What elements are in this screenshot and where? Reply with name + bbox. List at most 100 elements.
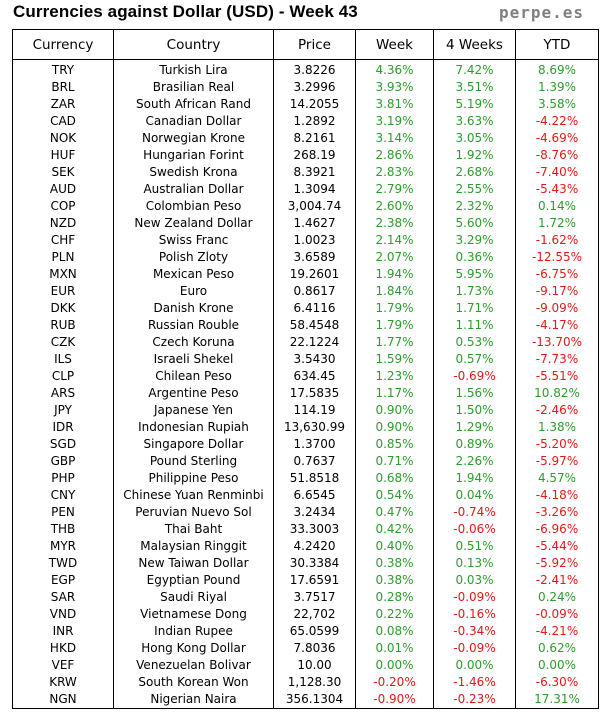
currency-code-cell: SGD bbox=[12, 436, 114, 453]
country-name-cell: Norwegian Krone bbox=[113, 130, 274, 147]
four-week-change-cell: 0.13% bbox=[433, 555, 516, 572]
country-name-cell: Singapore Dollar bbox=[113, 436, 274, 453]
week-change-cell: 2.60% bbox=[355, 198, 434, 215]
four-week-change-cell: -0.74% bbox=[433, 504, 516, 521]
price-cell: 6.4116 bbox=[273, 300, 356, 317]
four-week-change-cell: 3.05% bbox=[433, 130, 516, 147]
country-name-cell: Indian Rupee bbox=[113, 623, 274, 640]
ytd-change-cell: -6.75% bbox=[515, 266, 599, 283]
week-change-cell: 3.93% bbox=[355, 79, 434, 96]
currency-code-cell: CAD bbox=[12, 113, 114, 130]
price-cell: 268.19 bbox=[273, 147, 356, 164]
currency-table: Currency Country Price Week 4 Weeks YTD … bbox=[12, 29, 599, 709]
week-change-cell: -0.90% bbox=[355, 691, 434, 709]
ytd-change-cell: -5.20% bbox=[515, 436, 599, 453]
price-cell: 10.00 bbox=[273, 657, 356, 674]
table-row: COP Colombian Peso 3,004.74 2.60% 2.32% 0.14% bbox=[12, 198, 599, 215]
table-row: EGP Egyptian Pound 17.6591 0.38% 0.03% -2.41% bbox=[12, 572, 599, 589]
week-change-cell: 0.90% bbox=[355, 402, 434, 419]
table-row: KRW South Korean Won 1,128.30 -0.20% -1.46% -… bbox=[12, 674, 599, 691]
currency-code-cell: HUF bbox=[12, 147, 114, 164]
country-name-cell: Argentine Peso bbox=[113, 385, 274, 402]
ytd-change-cell: 8.69% bbox=[515, 59, 599, 79]
country-name-cell: South Korean Won bbox=[113, 674, 274, 691]
week-change-cell: 2.83% bbox=[355, 164, 434, 181]
country-name-cell: Philippine Peso bbox=[113, 470, 274, 487]
price-cell: 1.4627 bbox=[273, 215, 356, 232]
four-week-change-cell: 3.63% bbox=[433, 113, 516, 130]
price-cell: 14.2055 bbox=[273, 96, 356, 113]
four-week-change-cell: 1.11% bbox=[433, 317, 516, 334]
week-change-cell: 0.40% bbox=[355, 538, 434, 555]
ytd-change-cell: -8.76% bbox=[515, 147, 599, 164]
four-week-change-cell: 2.68% bbox=[433, 164, 516, 181]
price-cell: 65.0599 bbox=[273, 623, 356, 640]
week-change-cell: 0.85% bbox=[355, 436, 434, 453]
price-cell: 1.0023 bbox=[273, 232, 356, 249]
four-week-change-cell: -0.09% bbox=[433, 640, 516, 657]
country-name-cell: Venezuelan Bolivar bbox=[113, 657, 274, 674]
currency-code-cell: VND bbox=[12, 606, 114, 623]
ytd-change-cell: -9.17% bbox=[515, 283, 599, 300]
currency-code-cell: COP bbox=[12, 198, 114, 215]
price-cell: 6.6545 bbox=[273, 487, 356, 504]
price-cell: 22.1224 bbox=[273, 334, 356, 351]
price-cell: 3.2996 bbox=[273, 79, 356, 96]
ytd-change-cell: -6.30% bbox=[515, 674, 599, 691]
week-change-cell: 0.38% bbox=[355, 555, 434, 572]
price-cell: 3.6589 bbox=[273, 249, 356, 266]
table-row: DKK Danish Krone 6.4116 1.79% 1.71% -9.09% bbox=[12, 300, 599, 317]
country-name-cell: Turkish Lira bbox=[113, 59, 274, 79]
price-cell: 0.7637 bbox=[273, 453, 356, 470]
price-cell: 51.8518 bbox=[273, 470, 356, 487]
ytd-change-cell: 1.38% bbox=[515, 419, 599, 436]
week-change-cell: 1.79% bbox=[355, 300, 434, 317]
country-name-cell: Israeli Shekel bbox=[113, 351, 274, 368]
week-change-cell: 1.84% bbox=[355, 283, 434, 300]
column-header-week: Week bbox=[355, 29, 434, 60]
currency-code-cell: MYR bbox=[12, 538, 114, 555]
table-row: MYR Malaysian Ringgit 4.2420 0.40% 0.51% -5.4… bbox=[12, 538, 599, 555]
table-row: MXN Mexican Peso 19.2601 1.94% 5.95% -6.75% bbox=[12, 266, 599, 283]
country-name-cell: Nigerian Naira bbox=[113, 691, 274, 709]
four-week-change-cell: 2.32% bbox=[433, 198, 516, 215]
week-change-cell: 0.08% bbox=[355, 623, 434, 640]
ytd-change-cell: -6.96% bbox=[515, 521, 599, 538]
country-name-cell: South African Rand bbox=[113, 96, 274, 113]
table-row: SAR Saudi Riyal 3.7517 0.28% -0.09% 0.24% bbox=[12, 589, 599, 606]
week-change-cell: 1.94% bbox=[355, 266, 434, 283]
price-cell: 356.1304 bbox=[273, 691, 356, 709]
four-week-change-cell: 1.94% bbox=[433, 470, 516, 487]
four-week-change-cell: 5.95% bbox=[433, 266, 516, 283]
country-name-cell: Pound Sterling bbox=[113, 453, 274, 470]
week-change-cell: 0.42% bbox=[355, 521, 434, 538]
ytd-change-cell: 0.62% bbox=[515, 640, 599, 657]
table-row: HUF Hungarian Forint 268.19 2.86% 1.92% -8.76… bbox=[12, 147, 599, 164]
table-row: ILS Israeli Shekel 3.5430 1.59% 0.57% -7.73% bbox=[12, 351, 599, 368]
ytd-change-cell: 0.00% bbox=[515, 657, 599, 674]
four-week-change-cell: 7.42% bbox=[433, 59, 516, 79]
table-row: EUR Euro 0.8617 1.84% 1.73% -9.17% bbox=[12, 283, 599, 300]
country-name-cell: Czech Koruna bbox=[113, 334, 274, 351]
table-row: CNY Chinese Yuan Renminbi 6.6545 0.54% 0.04%… bbox=[12, 487, 599, 504]
currency-code-cell: CNY bbox=[12, 487, 114, 504]
four-week-change-cell: 1.56% bbox=[433, 385, 516, 402]
ytd-change-cell: -5.51% bbox=[515, 368, 599, 385]
week-change-cell: 3.14% bbox=[355, 130, 434, 147]
currency-code-cell: CHF bbox=[12, 232, 114, 249]
four-week-change-cell: 0.57% bbox=[433, 351, 516, 368]
table-row: NGN Nigerian Naira 356.1304 -0.90% -0.23% 17.… bbox=[12, 691, 599, 709]
four-week-change-cell: 5.19% bbox=[433, 96, 516, 113]
price-cell: 4.2420 bbox=[273, 538, 356, 555]
table-row: HKD Hong Kong Dollar 7.8036 0.01% -0.09% 0.62… bbox=[12, 640, 599, 657]
currency-code-cell: NZD bbox=[12, 215, 114, 232]
price-cell: 17.6591 bbox=[273, 572, 356, 589]
currency-code-cell: JPY bbox=[12, 402, 114, 419]
country-name-cell: Chinese Yuan Renminbi bbox=[113, 487, 274, 504]
price-cell: 22,702 bbox=[273, 606, 356, 623]
price-cell: 3.2434 bbox=[273, 504, 356, 521]
table-row: CLP Chilean Peso 634.45 1.23% -0.69% -5.51% bbox=[12, 368, 599, 385]
brand-logo-text: perpe.es bbox=[498, 3, 584, 22]
week-change-cell: 0.54% bbox=[355, 487, 434, 504]
four-week-change-cell: 0.00% bbox=[433, 657, 516, 674]
